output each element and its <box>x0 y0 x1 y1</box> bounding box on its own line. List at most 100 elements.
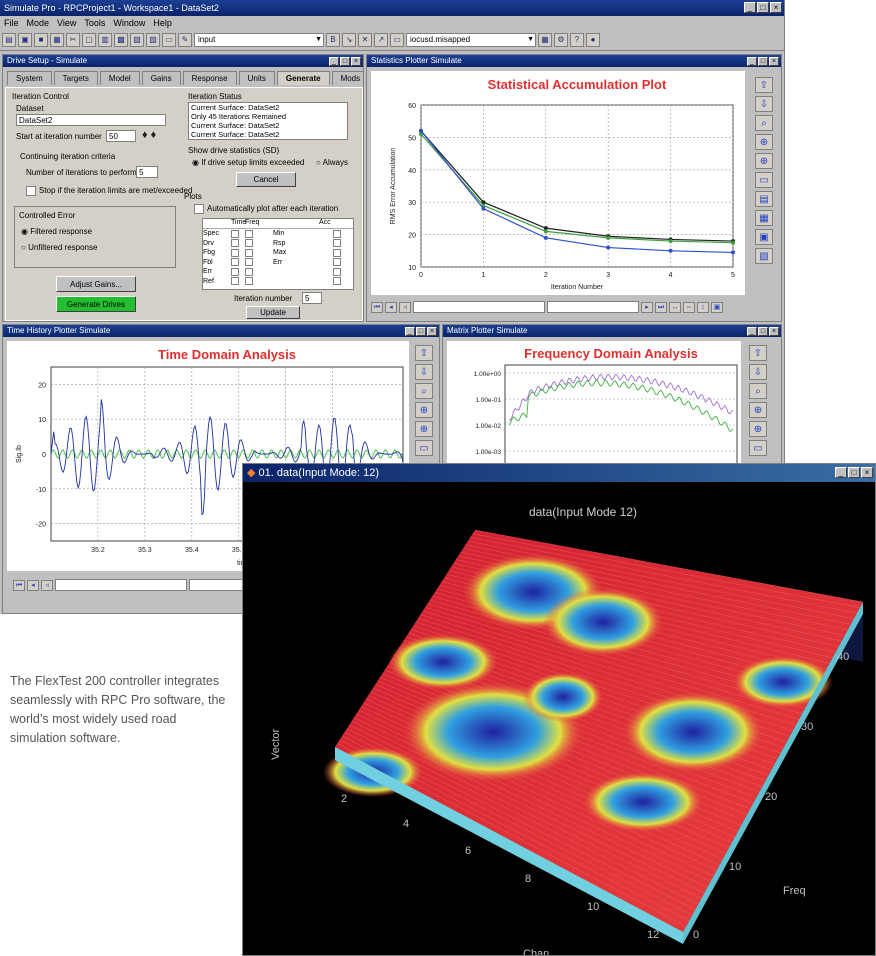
start-iteration-field[interactable]: 50 <box>106 130 136 142</box>
tab-mods[interactable]: Mods <box>331 71 363 85</box>
person-icon[interactable]: ♦ ♦ <box>142 129 157 141</box>
mapping-combo[interactable]: iocusd.misapped <box>406 33 536 47</box>
table-icon[interactable]: ▨ <box>146 33 160 47</box>
step-icon[interactable]: ◃ <box>41 579 53 591</box>
grid-checkbox[interactable] <box>231 258 245 267</box>
cross-icon[interactable]: ✕ <box>358 33 372 47</box>
time-scrollbar[interactable]: ⏮ ◂ ◃ <box>13 579 243 591</box>
time-max-button[interactable]: □ <box>416 327 426 336</box>
tab-gains[interactable]: Gains <box>141 71 181 85</box>
stop-limit-checkbox[interactable]: Stop if the iteration limits are met/exc… <box>26 186 192 196</box>
grid-checkbox[interactable] <box>231 239 245 248</box>
close-button[interactable]: × <box>770 2 782 13</box>
grid-checkbox[interactable] <box>333 267 347 276</box>
settings-icon[interactable]: ⚙ <box>554 33 568 47</box>
down-arrow-icon[interactable]: ⇩ <box>755 96 773 112</box>
record-icon[interactable]: ● <box>586 33 600 47</box>
grid-checkbox[interactable] <box>245 267 259 276</box>
grid2-icon[interactable]: ▦ <box>538 33 552 47</box>
num-iterations-field[interactable]: 5 <box>136 166 158 178</box>
first-icon[interactable]: ⏮ <box>13 579 25 591</box>
step-icon[interactable]: ◃ <box>399 301 411 313</box>
zoom-out-icon[interactable]: ↔ <box>669 301 681 313</box>
last-icon[interactable]: ⏭ <box>655 301 667 313</box>
scroll-track[interactable] <box>55 579 187 591</box>
grid-checkbox[interactable] <box>333 229 347 238</box>
surface-close-button[interactable]: × <box>861 467 873 478</box>
folder-icon[interactable]: ▣ <box>18 33 32 47</box>
stat-min-button[interactable]: _ <box>747 57 757 66</box>
stats-always-radio[interactable]: ○ Always <box>316 158 348 167</box>
grid-checkbox[interactable] <box>245 248 259 257</box>
freq-max-button[interactable]: □ <box>758 327 768 336</box>
cut-icon[interactable]: ✂ <box>66 33 80 47</box>
help-icon[interactable]: ? <box>570 33 584 47</box>
auto-plot-check[interactable] <box>194 204 204 214</box>
tab-units[interactable]: Units <box>238 71 275 85</box>
pointer-icon[interactable]: ↗ <box>374 33 388 47</box>
tab-generate[interactable]: Generate <box>276 71 330 85</box>
freq-min-button[interactable]: _ <box>747 327 757 336</box>
menu-view[interactable]: View <box>57 18 77 28</box>
up-arrow-icon[interactable]: ⇧ <box>749 345 767 361</box>
menu-tools[interactable]: Tools <box>84 18 106 28</box>
export-icon[interactable]: ▤ <box>755 191 773 207</box>
time-min-button[interactable]: _ <box>405 327 415 336</box>
prev-icon[interactable]: ◂ <box>27 579 39 591</box>
channel-combo[interactable]: input <box>194 33 324 47</box>
stat-scrollbar[interactable]: ⏮ ◂ ◃ ▸ ⏭ ↔ ⇔ ↕ ▣ <box>371 301 779 313</box>
filtered-radio[interactable]: ◉ Filtered response <box>21 227 93 236</box>
dataset-field[interactable]: DataSet2 <box>16 114 166 126</box>
prev-icon[interactable]: ◂ <box>385 301 397 313</box>
folder-icon[interactable]: ▭ <box>415 440 433 456</box>
grid-checkbox[interactable] <box>333 258 347 267</box>
grid-checkbox[interactable] <box>231 229 245 238</box>
tab-response[interactable]: Response <box>182 71 237 85</box>
paste-icon[interactable]: ▥ <box>98 33 112 47</box>
grid-checkbox[interactable] <box>333 239 347 248</box>
chart-icon[interactable]: ▧ <box>130 33 144 47</box>
generate-drives-button[interactable]: Generate Drives <box>56 296 136 312</box>
unfiltered-radio[interactable]: ○ Unfiltered response <box>21 243 98 252</box>
grid-checkbox[interactable] <box>245 229 259 238</box>
print-icon[interactable]: ▦ <box>50 33 64 47</box>
chart-icon[interactable]: ▧ <box>755 248 773 264</box>
monitor-icon[interactable]: ▭ <box>390 33 404 47</box>
menu-file[interactable]: File <box>4 18 19 28</box>
zoom-in-icon[interactable]: ⊕ <box>415 402 433 418</box>
freq-close-button[interactable]: × <box>769 327 779 336</box>
arrow-icon[interactable]: ↘ <box>342 33 356 47</box>
menu-mode[interactable]: Mode <box>26 18 50 28</box>
zoom-in-icon[interactable]: ⊕ <box>755 134 773 150</box>
copy-icon[interactable]: ▣ <box>755 229 773 245</box>
adjust-gains-button[interactable]: Adjust Gains... <box>56 276 136 292</box>
scroll-track[interactable] <box>189 579 243 591</box>
down-arrow-icon[interactable]: ⇩ <box>415 364 433 380</box>
print-icon[interactable]: ▦ <box>755 210 773 226</box>
copy-icon[interactable]: ▢ <box>82 33 96 47</box>
folder-icon[interactable]: ▭ <box>755 172 773 188</box>
grid-icon[interactable]: ▩ <box>114 33 128 47</box>
stat-max-button[interactable]: □ <box>758 57 768 66</box>
up-arrow-icon[interactable]: ⇧ <box>755 77 773 93</box>
time-close-button[interactable]: × <box>427 327 437 336</box>
pan-icon[interactable]: ↕ <box>697 301 709 313</box>
bold-icon[interactable]: B <box>326 33 340 47</box>
surface-max-button[interactable]: □ <box>848 467 860 478</box>
tab-system[interactable]: System <box>7 71 52 85</box>
scroll-track[interactable] <box>547 301 639 313</box>
grid-checkbox[interactable] <box>231 248 245 257</box>
zoom-full-icon[interactable]: ⇔ <box>683 301 695 313</box>
window-icon[interactable]: ▭ <box>162 33 176 47</box>
grid-checkbox[interactable] <box>333 248 347 257</box>
fit-icon[interactable]: ▣ <box>711 301 723 313</box>
menu-help[interactable]: Help <box>153 18 172 28</box>
maximize-button[interactable]: □ <box>757 2 769 13</box>
cancel-button[interactable]: Cancel <box>236 172 296 187</box>
next-icon[interactable]: ▸ <box>641 301 653 313</box>
drive-min-button[interactable]: _ <box>329 57 339 66</box>
zoom-in-icon[interactable]: ⊕ <box>749 402 767 418</box>
update-button[interactable]: Update <box>246 306 300 319</box>
scroll-track[interactable] <box>413 301 545 313</box>
grid-checkbox[interactable] <box>245 277 259 286</box>
